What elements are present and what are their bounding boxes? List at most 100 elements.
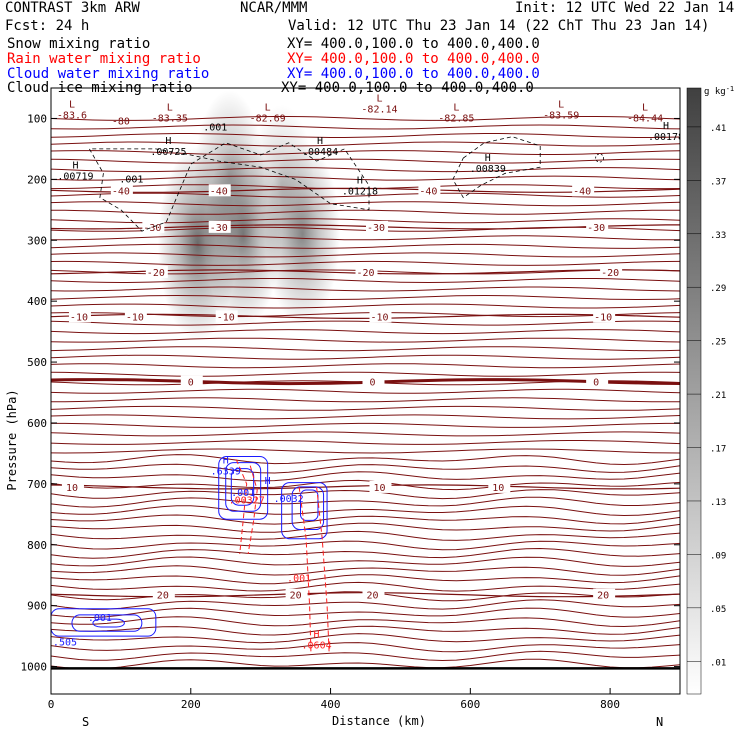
colorbar-level-label: .33 — [710, 231, 726, 241]
ice-extremum-value: .01218 — [342, 187, 378, 198]
cloud-water-extremum-value: .0032 — [274, 494, 304, 505]
temp-contour-label: -10 — [126, 312, 144, 323]
temp-contour-line-43 — [51, 479, 680, 491]
y-tick-label: 900 — [27, 600, 47, 613]
temp-contour-label: -10 — [217, 312, 235, 323]
cloud-water-extremum-marker: H — [265, 476, 271, 487]
temp-contour-10 — [51, 484, 680, 490]
temp-contour-line-51 — [51, 547, 680, 559]
temp-label-bg — [418, 184, 441, 197]
axis-ticks: 0 200 400 600 800100200300400500600700800900… — [21, 112, 680, 711]
rain-extremum-value: .0604 — [302, 640, 332, 651]
x-tick-label: 400 — [321, 698, 341, 711]
temp-contour-label: -30 — [143, 223, 161, 234]
temp-contour-label: 0 — [369, 378, 375, 389]
temp-contour-line-63 — [51, 650, 680, 662]
temp-contour-label: -30 — [367, 223, 385, 234]
temp-contour-line-29 — [51, 363, 680, 369]
x-axis-label: Distance (km) — [332, 714, 426, 728]
temp-contour-line-15 — [51, 243, 680, 249]
y-tick-label: 400 — [27, 295, 47, 308]
ice-extremum-marker: H — [663, 121, 669, 132]
temp-contour-line-46 — [51, 505, 680, 517]
ice-extremum-value: .001 — [119, 174, 143, 185]
temp-label-bg — [369, 310, 392, 323]
north-label: N — [656, 715, 663, 729]
temp-contour-line-28 — [51, 354, 680, 360]
temperature-contours: -40 -40 -40 -40 -30 -30 -30 -30 -20 -20 -20 -10 -10 -… — [51, 116, 680, 670]
temp-contour-line-32 — [51, 388, 680, 394]
colorbar-level-label: .17 — [710, 445, 726, 455]
temp-contour-line-39 — [51, 448, 680, 454]
x-tick-label: 0 — [48, 698, 55, 711]
ice-extremum-marker: H — [165, 136, 171, 147]
ice-extremum-value: -82.69 — [250, 113, 286, 124]
temp-contour-line-5 — [51, 158, 680, 164]
temp-contour-label: -10 — [70, 312, 88, 323]
ice-extremum-marker: L — [642, 102, 648, 113]
temp-contour-line-30 — [51, 371, 680, 377]
temp-label-bg — [68, 310, 91, 323]
colorbar-level-label: .05 — [710, 605, 726, 615]
temp-contour-label: 20 — [366, 591, 378, 602]
ice-extremum-marker: L — [69, 99, 75, 110]
center-title: NCAR/MMM — [240, 0, 307, 16]
temp-contour-line-21 — [51, 294, 680, 301]
cloud-ice-contours — [88, 136, 605, 232]
cloud-water-contour-3 — [281, 482, 328, 540]
temp-contour-line-27 — [51, 346, 680, 352]
temp-contour-line-1 — [51, 124, 680, 130]
temp-label-bg — [152, 588, 175, 601]
ice-extremum-value: .00178 — [648, 132, 684, 143]
temp-label-bg — [593, 588, 616, 601]
cloud-water-contour-8 — [92, 618, 125, 628]
south-label: S — [82, 715, 89, 729]
temp-label-bg — [208, 220, 231, 233]
colorbar-ticks: .01 .05 .09 .13 .17 .21 .25 .29 .33 .37 .41 — [687, 124, 726, 668]
ice-extremum-marker: L — [376, 93, 382, 104]
temp-contour-line-17 — [51, 260, 680, 266]
forecast-hour: Fcst: 24 h — [5, 18, 89, 34]
cloud-water-contour-1 — [225, 462, 262, 512]
temp-contour-label: 10 — [492, 483, 504, 494]
temp-label-bg — [61, 480, 84, 493]
field-name-rain: Rain water mixing ratio — [7, 51, 201, 67]
temp-contour-label: 10 — [66, 483, 78, 494]
temp-label-bg — [362, 375, 385, 388]
cloud-water-contour-7 — [71, 614, 143, 632]
field-name-snow: Snow mixing ratio — [7, 36, 150, 52]
temp-label-bg — [110, 184, 133, 197]
temp-contour-line-34 — [51, 405, 680, 411]
field-name-cloud-water: Cloud water mixing ratio — [7, 66, 209, 82]
colorbar-unit: g kg-1 — [704, 85, 734, 97]
ice-contour-small — [595, 153, 605, 163]
y-tick-label: 800 — [27, 539, 47, 552]
x-tick-label: 200 — [181, 698, 201, 711]
temp-contour-line-49 — [51, 530, 680, 541]
init-time: Init: 12 UTC Wed 22 Jan 14 — [515, 0, 734, 16]
ice-extremum-value: -83.35 — [152, 113, 188, 124]
temp-label-bg — [593, 310, 616, 323]
temp-label-bg — [600, 265, 623, 278]
cloud-water-extremum-value: .505 — [53, 637, 77, 648]
temp-label-bg — [365, 220, 388, 233]
cloud-water-contour-5 — [300, 489, 319, 521]
temp-label-bg — [572, 184, 595, 197]
temp-contour-line-38 — [51, 440, 680, 445]
ice-extremum-value: -83.59 — [543, 110, 579, 121]
temp-contour-line-45 — [51, 496, 680, 508]
cloud-water-contour-4 — [291, 486, 325, 531]
temp-contour-line-40 — [51, 454, 680, 466]
temp-contour-label: 20 — [290, 591, 302, 602]
ice-extremum-value: -80 — [112, 117, 130, 128]
temp-contour-line-37 — [51, 431, 680, 437]
temp-contour-line-25 — [51, 329, 680, 335]
ice-extremum-marker: L — [265, 102, 271, 113]
y-tick-label: 100 — [27, 112, 47, 125]
temp-contour-label: 0 — [188, 378, 194, 389]
temp-label-bg — [369, 480, 392, 493]
temp-label-bg — [586, 375, 609, 388]
temp-contour-line-19 — [51, 278, 680, 284]
